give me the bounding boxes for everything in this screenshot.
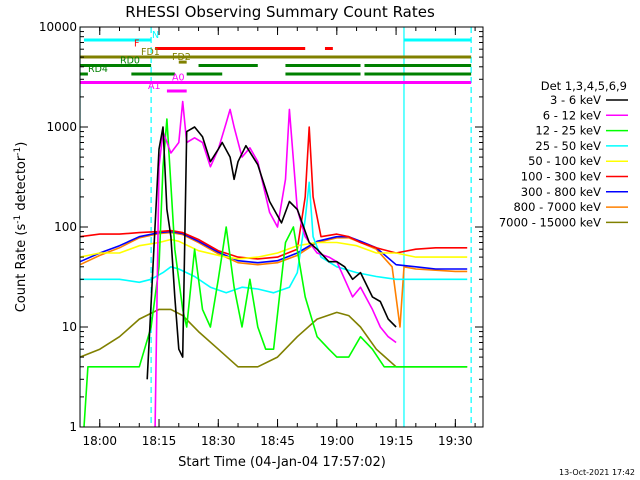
flag-label-rd0: RD0 [120,56,140,67]
axis-ticks [79,27,483,428]
series-50-100-kev [80,238,468,260]
x-tick-label-18-15: 18:15 [142,434,177,448]
series-300-800-kev [80,230,468,270]
y-tick-label-10: 10 [62,320,77,334]
legend-label-25-50-kev: 25 - 50 keV [535,139,601,153]
x-tick-label-18-45: 18:45 [260,434,295,448]
y-tick-labels: 1 10 100 1000 10000 [39,20,77,434]
chart-title: RHESSI Observing Summary Count Rates [125,3,435,21]
x-axis-label: Start Time (04-Jan-04 17:57:02) [178,455,386,470]
legend-label-100-300-kev: 100 - 300 keV [521,170,601,184]
legend-label-800-7000-kev: 800 - 7000 keV [513,200,601,214]
flag-label-a0: A0 [172,73,185,84]
y-tick-label-1000: 1000 [46,120,77,134]
series-3-6-kev [146,126,397,380]
time-markers [80,27,472,427]
y-tick-label-10000: 10000 [39,20,77,34]
flag-label-n: N [152,30,159,41]
flag-label-rd4: RD4 [88,64,108,75]
x-tick-label-19-15: 19:15 [379,434,414,448]
legend-label-12-25-kev: 12 - 25 keV [535,124,601,138]
x-tick-label-19-30: 19:30 [438,434,473,448]
legend-label-6-12-kev: 6 - 12 keV [543,108,601,122]
y-axis-label: Count Rate (s-1 detector-1) [13,142,29,313]
y-tick-label-100: 100 [54,220,77,234]
footer-timestamp: 13-Oct-2021 17:42 [559,468,635,477]
series-6-12-kev [154,100,397,427]
flag-label-fd1: FD1 [141,47,160,58]
legend-label-3-6-kev: 3 - 6 keV [550,93,601,107]
series-12-25-kev [83,118,468,427]
flag-label-a1: A1 [148,81,161,92]
legend-label-7000-15000-kev: 7000 - 15000 keV [499,215,601,229]
x-tick-labels: 18:00 18:15 18:30 18:45 19:00 19:15 19:30 [82,434,472,448]
flag-label-fd2: FD2 [172,52,191,63]
x-tick-label-18-30: 18:30 [201,434,236,448]
legend-label-50-100-kev: 50 - 100 keV [528,154,601,168]
series-lines [80,100,468,427]
flag-label-f: F [134,39,139,50]
x-tick-label-18-00: 18:00 [82,434,117,448]
y-tick-label-1: 1 [69,420,77,434]
legend-title: Det 1,3,4,5,6,9 [541,79,627,93]
legend-label-300-800-kev: 300 - 800 keV [521,185,601,199]
x-tick-label-19-00: 19:00 [320,434,355,448]
series-800-7000-kev [80,231,468,328]
